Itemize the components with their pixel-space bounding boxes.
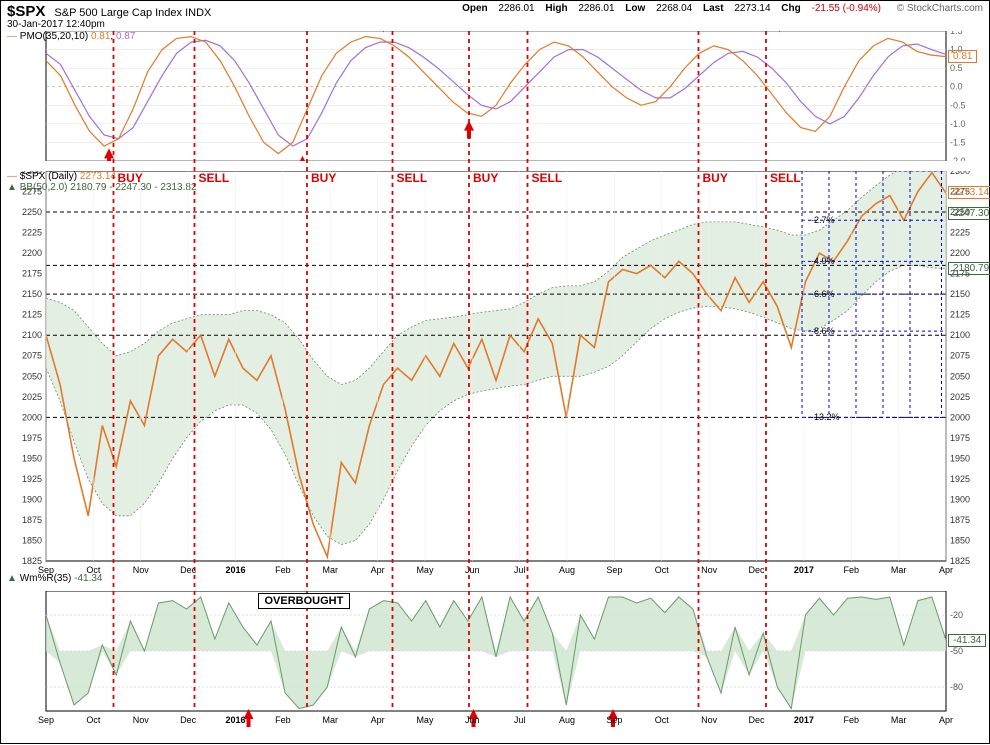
signal-label: BUY — [118, 171, 143, 185]
value-tag: 2247.30 — [948, 207, 990, 220]
chart-page: $SPX S&P 500 Large Cap Index INDX 30-Jan… — [0, 0, 990, 744]
signal-label: SELL — [397, 171, 428, 185]
signal-label: SELL — [199, 171, 230, 185]
signal-label: SELL — [770, 171, 801, 185]
signal-label: BUY — [473, 171, 498, 185]
signal-label: BUY — [311, 171, 336, 185]
value-tag: -41.34 — [948, 634, 986, 647]
pct-label: -6.6% — [811, 289, 835, 299]
signal-label: BUY — [703, 171, 728, 185]
pct-label: -2.7% — [811, 215, 835, 225]
pct-label: -4.9% — [811, 256, 835, 266]
pct-label: -13.2% — [811, 412, 840, 422]
vline-overlay — [1, 1, 990, 745]
overbought-label: OVERBOUGHT — [258, 593, 351, 609]
value-tag: 2180.79 — [948, 262, 990, 275]
value-tag: 0.81 — [948, 50, 977, 63]
pct-label: -8.6% — [811, 326, 835, 336]
signal-label: SELL — [532, 171, 563, 185]
value-tag: 2273.14 — [948, 186, 990, 199]
